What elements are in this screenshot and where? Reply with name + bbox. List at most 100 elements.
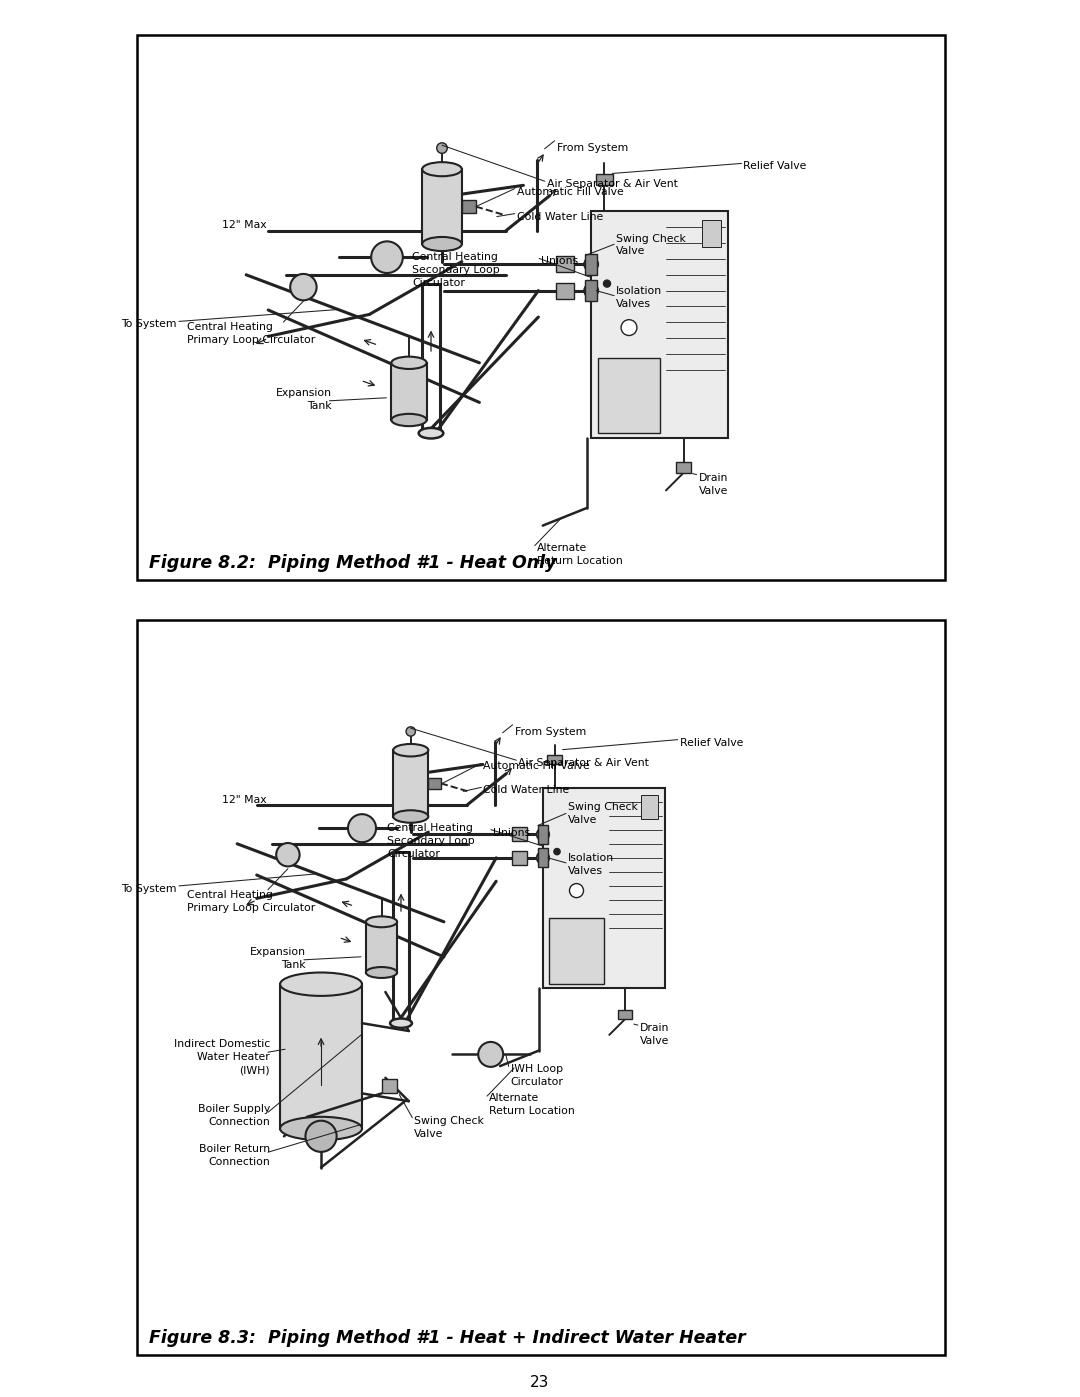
Circle shape	[348, 814, 376, 842]
Bar	[598, 359, 660, 433]
Bar	[137, 35, 945, 580]
Circle shape	[584, 284, 598, 298]
Text: Expansion: Expansion	[249, 947, 306, 957]
Circle shape	[537, 852, 550, 865]
Text: Figure 8.2:  Piping Method #1 - Heat Only: Figure 8.2: Piping Method #1 - Heat Only	[149, 555, 556, 571]
Text: Isolation: Isolation	[568, 852, 615, 863]
Bar	[618, 1010, 632, 1020]
Text: Central Heating: Central Heating	[187, 890, 273, 900]
Ellipse shape	[366, 967, 397, 978]
Circle shape	[537, 828, 550, 841]
Text: Boiler Return: Boiler Return	[199, 1144, 270, 1154]
Circle shape	[372, 242, 403, 272]
Text: IWH Loop: IWH Loop	[511, 1065, 563, 1074]
Circle shape	[584, 257, 598, 271]
Bar	[366, 922, 397, 972]
Ellipse shape	[422, 237, 462, 251]
Text: Connection: Connection	[208, 1157, 270, 1168]
Ellipse shape	[393, 745, 429, 756]
Bar	[137, 620, 945, 1355]
Text: 12" Max: 12" Max	[222, 795, 267, 805]
Text: Connection: Connection	[208, 1118, 270, 1127]
Ellipse shape	[419, 427, 443, 439]
Bar	[538, 826, 549, 844]
Ellipse shape	[391, 356, 427, 369]
Ellipse shape	[422, 162, 462, 176]
Text: Swing Check: Swing Check	[415, 1116, 484, 1126]
Circle shape	[604, 279, 610, 288]
Text: Alternate: Alternate	[489, 1092, 539, 1104]
Ellipse shape	[366, 916, 397, 928]
Text: Tank: Tank	[307, 401, 332, 411]
Text: Secondary Loop: Secondary Loop	[387, 837, 475, 847]
Text: To System: To System	[121, 884, 177, 894]
Circle shape	[406, 726, 416, 736]
Bar	[585, 254, 597, 275]
Text: From System: From System	[556, 142, 627, 152]
Ellipse shape	[280, 1116, 362, 1140]
Bar	[702, 221, 721, 247]
Text: Secondary Loop: Secondary Loop	[411, 265, 500, 275]
Text: Unions: Unions	[492, 827, 530, 838]
Circle shape	[291, 274, 316, 300]
Circle shape	[436, 142, 447, 154]
Text: Circulator: Circulator	[511, 1077, 564, 1087]
Text: Automatic Fill Valve: Automatic Fill Valve	[517, 187, 623, 197]
Bar	[381, 1078, 397, 1092]
Text: Valve: Valve	[617, 246, 646, 256]
Bar	[550, 918, 604, 985]
Bar	[556, 282, 573, 299]
Bar	[429, 778, 441, 789]
Bar	[546, 754, 563, 764]
Text: Valve: Valve	[699, 486, 728, 496]
Ellipse shape	[391, 414, 427, 426]
Circle shape	[276, 842, 299, 866]
Text: Valve: Valve	[568, 816, 597, 826]
Circle shape	[306, 1120, 337, 1153]
Text: Drain: Drain	[639, 1023, 670, 1034]
Text: Central Heating: Central Heating	[411, 253, 498, 263]
Text: 12" Max: 12" Max	[222, 219, 267, 231]
Text: Indirect Domestic: Indirect Domestic	[174, 1039, 270, 1049]
Text: Primary Loop Circulator: Primary Loop Circulator	[187, 335, 315, 345]
Text: Central Heating: Central Heating	[387, 823, 473, 833]
Circle shape	[621, 320, 637, 335]
Circle shape	[478, 1042, 503, 1067]
Bar	[595, 175, 613, 184]
Text: Cold Water Line: Cold Water Line	[517, 211, 603, 222]
Text: Primary Loop Circulator: Primary Loop Circulator	[187, 902, 315, 912]
Bar	[462, 200, 476, 212]
Text: Relief Valve: Relief Valve	[743, 162, 807, 172]
Text: Swing Check: Swing Check	[617, 235, 686, 244]
Circle shape	[569, 883, 583, 898]
Bar	[556, 256, 573, 272]
Bar	[512, 827, 527, 841]
Text: 23: 23	[530, 1375, 550, 1390]
Bar	[538, 848, 549, 868]
Text: Valves: Valves	[617, 299, 651, 309]
Bar	[422, 169, 462, 244]
Bar	[391, 363, 427, 420]
Bar	[543, 788, 664, 988]
Text: Central Heating: Central Heating	[187, 323, 273, 332]
Text: (IWH): (IWH)	[240, 1065, 270, 1076]
Circle shape	[554, 848, 561, 855]
Text: Relief Valve: Relief Valve	[679, 738, 743, 747]
Text: Figure 8.3:  Piping Method #1 - Heat + Indirect Water Heater: Figure 8.3: Piping Method #1 - Heat + In…	[149, 1329, 746, 1347]
Text: Isolation: Isolation	[617, 285, 662, 296]
Text: Boiler Supply: Boiler Supply	[198, 1104, 270, 1115]
Text: Alternate: Alternate	[537, 542, 588, 553]
Bar	[280, 985, 362, 1129]
Bar	[393, 750, 429, 816]
Text: Circulator: Circulator	[387, 849, 440, 859]
Bar	[676, 462, 691, 472]
Bar	[512, 851, 527, 865]
Text: From System: From System	[514, 726, 585, 736]
Text: Cold Water Line: Cold Water Line	[484, 785, 569, 795]
Ellipse shape	[280, 972, 362, 996]
Text: Air Separator & Air Vent: Air Separator & Air Vent	[518, 759, 649, 768]
Text: Tank: Tank	[281, 960, 306, 970]
Text: Automatic Fill Valve: Automatic Fill Valve	[484, 761, 590, 771]
Text: Valve: Valve	[639, 1037, 670, 1046]
Text: To System: To System	[121, 320, 177, 330]
